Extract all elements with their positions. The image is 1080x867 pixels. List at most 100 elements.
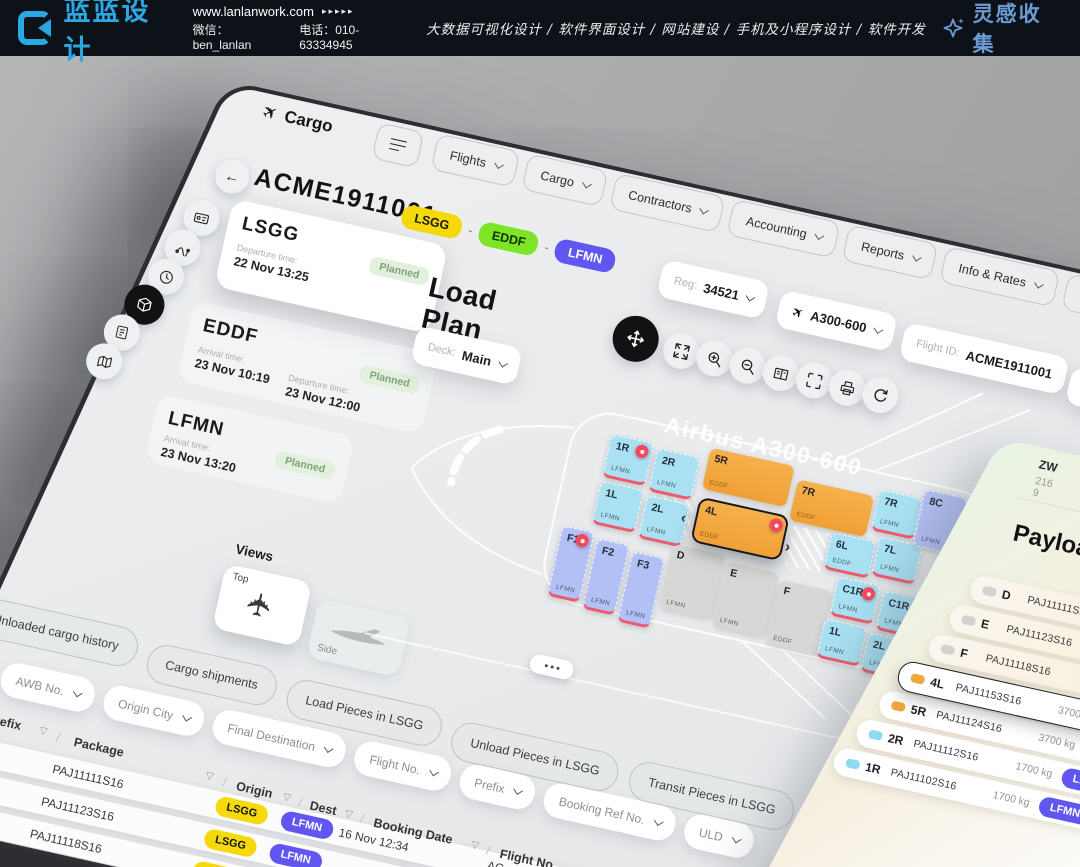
position-destination: LFMN bbox=[920, 535, 941, 547]
services-list: 大数据可视化设计 / 软件界面设计 / 网站建设 / 手机及小程序设计 / 软件… bbox=[426, 22, 926, 38]
cargo-position-1r[interactable]: 1R LFMN bbox=[602, 433, 655, 487]
payload-package-code: PAJ11102S16 bbox=[889, 766, 958, 793]
payload-package-code: PAJ11118S16 bbox=[984, 652, 1052, 679]
cargo-position-2r[interactable]: 2R LFMN bbox=[648, 448, 701, 501]
guide-button[interactable] bbox=[759, 351, 803, 395]
nav-item-label: Contractors bbox=[627, 187, 694, 216]
chevron-down-icon bbox=[746, 291, 756, 302]
position-destination: EDDF bbox=[708, 479, 729, 491]
position-label: 2L bbox=[650, 501, 665, 516]
cargo-box-icon[interactable] bbox=[120, 280, 169, 329]
chevron-down-icon bbox=[182, 711, 192, 722]
chevron-down-icon bbox=[494, 159, 504, 170]
payload-package-code: PAJ11153S16 bbox=[954, 681, 1023, 708]
payload-position: 4L bbox=[929, 674, 946, 692]
top-banner: 蓝蓝设计 www.lanlanwork.com ▸▸▸▸▸ 微信：ben_lan… bbox=[0, 0, 1080, 65]
position-label: 4L bbox=[703, 504, 719, 519]
chevron-down-icon bbox=[699, 204, 710, 215]
chevron-down-icon bbox=[72, 687, 83, 698]
inspiration-collect[interactable]: 灵感收集 bbox=[942, 0, 1062, 58]
map-icon[interactable] bbox=[82, 339, 126, 383]
pan-button[interactable] bbox=[608, 311, 664, 367]
cargo-position-1l[interactable]: 1L LFMN bbox=[591, 480, 645, 534]
position-destination: LFMN bbox=[625, 609, 646, 621]
chevron-down-icon bbox=[513, 785, 524, 796]
position-label: 8C bbox=[928, 495, 944, 511]
logo-text: 蓝蓝设计 bbox=[63, 0, 151, 65]
star-icon bbox=[942, 17, 965, 40]
payload-weight: 3700 kg bbox=[1056, 703, 1080, 724]
aircraft-outline bbox=[410, 392, 1080, 740]
zoom-in-button[interactable] bbox=[692, 336, 736, 380]
chevron-down-icon bbox=[429, 766, 439, 777]
zoom-out-button[interactable] bbox=[726, 344, 769, 388]
uld-color-chip bbox=[867, 729, 884, 742]
chevron-down-icon bbox=[731, 833, 742, 844]
position-label: 1L bbox=[827, 624, 843, 640]
position-label: 6L bbox=[834, 538, 850, 553]
filter-label: Prefix bbox=[473, 775, 507, 796]
payload-position: D bbox=[1000, 587, 1013, 603]
position-label: 1L bbox=[604, 487, 619, 502]
payload-weight: 3700 kg bbox=[1037, 731, 1077, 752]
position-label: 1R bbox=[614, 440, 631, 455]
payload-position: E bbox=[979, 616, 991, 632]
plane-top-icon: ✈ bbox=[239, 587, 281, 622]
chevron-down-icon bbox=[324, 743, 334, 754]
uld-color-chip bbox=[939, 643, 956, 656]
history-icon[interactable] bbox=[144, 255, 188, 299]
mockup-stage: ✈ Cargo Flights Cargo Contractors Accountin… bbox=[0, 56, 1080, 867]
payload-position: F bbox=[958, 645, 970, 661]
payload-package-code: PAJ11123S16 bbox=[1005, 623, 1074, 650]
plane-icon: ✈ bbox=[789, 302, 807, 322]
position-label: 7R bbox=[883, 495, 899, 511]
position-label: F3 bbox=[635, 557, 651, 572]
route-icon[interactable] bbox=[161, 226, 205, 270]
nav-item-label: Accounting bbox=[744, 213, 809, 241]
arrows-decoration: ▸▸▸▸▸ bbox=[321, 6, 355, 16]
position-destination: LFMN bbox=[610, 464, 631, 476]
refresh-button[interactable] bbox=[858, 373, 902, 417]
ticket-icon[interactable] bbox=[180, 196, 224, 240]
chevron-down-icon bbox=[873, 323, 884, 334]
uld-color-chip bbox=[845, 757, 861, 770]
uld-color-chip bbox=[960, 614, 977, 627]
nav-item-label: Cargo bbox=[539, 168, 576, 190]
website-link[interactable]: www.lanlanwork.com bbox=[192, 4, 314, 19]
payload-package-code: PAJ11124S16 bbox=[935, 708, 1004, 736]
filter-label: AWB No. bbox=[14, 673, 66, 698]
position-destination: LFMN bbox=[599, 511, 621, 523]
position-destination: LFMN bbox=[665, 598, 686, 610]
position-destination: LFMN bbox=[719, 616, 740, 628]
position-label: 5R bbox=[713, 452, 730, 468]
document-icon[interactable] bbox=[100, 310, 144, 354]
position-destination: LFMN bbox=[645, 525, 667, 537]
nav-item-label: Flights bbox=[448, 147, 488, 170]
expand-button[interactable] bbox=[659, 329, 703, 373]
position-destination: LFMN bbox=[879, 563, 900, 575]
alert-badge-icon bbox=[860, 586, 877, 602]
position-label: F2 bbox=[600, 544, 616, 560]
uld-color-chip bbox=[981, 585, 998, 598]
position-label: 2R bbox=[660, 454, 677, 470]
chevron-down-icon bbox=[814, 230, 825, 241]
position-label: 7L bbox=[882, 542, 898, 558]
chevron-down-icon bbox=[1034, 279, 1044, 289]
position-destination: EDDF bbox=[795, 510, 817, 522]
filter-label: Origin City bbox=[116, 696, 175, 722]
filter-label: ULD bbox=[697, 824, 725, 844]
position-label: F bbox=[782, 584, 792, 599]
frame-button[interactable] bbox=[792, 358, 836, 402]
contact-block: www.lanlanwork.com ▸▸▸▸▸ 微信：ben_lanlan 电… bbox=[193, 4, 410, 52]
payload-position: 5R bbox=[909, 702, 928, 720]
position-destination: EDDF bbox=[699, 530, 720, 542]
phone-contact: 电话：010-63334945 bbox=[299, 23, 360, 52]
position-label: 7R bbox=[800, 484, 817, 500]
uld-color-chip bbox=[910, 672, 926, 685]
plane-icon: ✈ bbox=[259, 100, 282, 125]
position-destination: LFMN bbox=[837, 603, 859, 615]
payload-position: 2R bbox=[886, 731, 905, 749]
position-destination: LFMN bbox=[590, 596, 611, 608]
print-button[interactable] bbox=[825, 366, 869, 410]
